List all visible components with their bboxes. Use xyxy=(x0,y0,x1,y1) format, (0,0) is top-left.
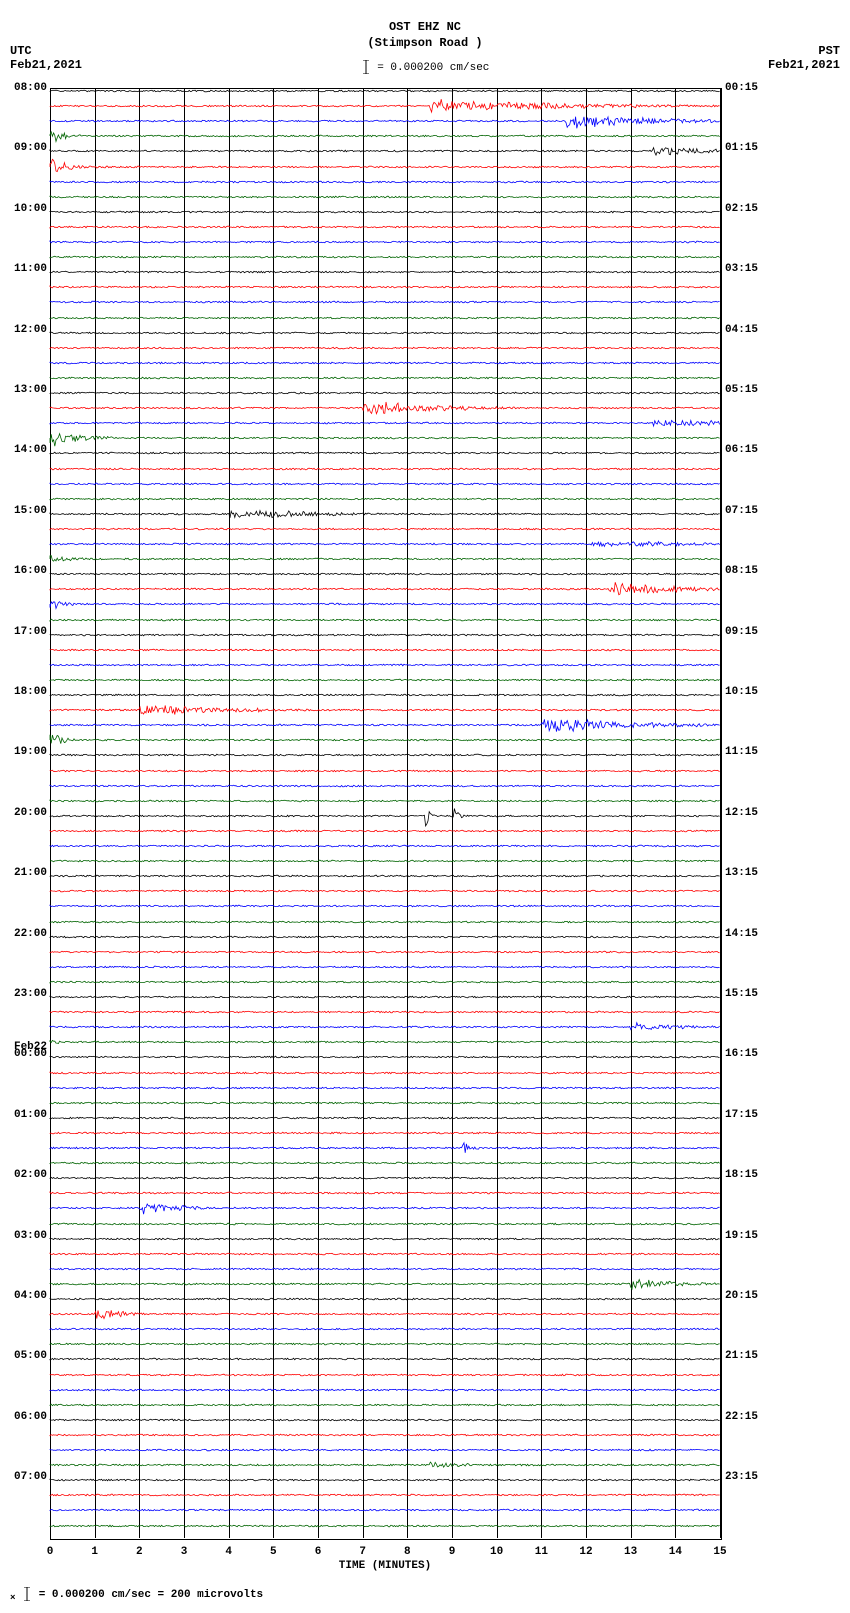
pst-time-label: 13:15 xyxy=(725,867,775,879)
right-timezone: PST xyxy=(818,44,840,58)
utc-time-label: 12:00 xyxy=(2,324,47,336)
footer-text: = 0.000200 cm/sec = 200 microvolts xyxy=(39,1589,263,1601)
pst-time-label: 14:15 xyxy=(725,928,775,940)
utc-time-label: 19:00 xyxy=(2,746,47,758)
x-tick-label: 10 xyxy=(487,1546,507,1558)
pst-time-label: 08:15 xyxy=(725,565,775,577)
x-tick-label: 3 xyxy=(174,1546,194,1558)
utc-time-label: 05:00 xyxy=(2,1350,47,1362)
pst-time-label: 10:15 xyxy=(725,686,775,698)
utc-time-label: 15:00 xyxy=(2,505,47,517)
pst-time-label: 15:15 xyxy=(725,988,775,1000)
utc-time-label: 17:00 xyxy=(2,626,47,638)
x-tick-label: 11 xyxy=(531,1546,551,1558)
x-tick-label: 9 xyxy=(442,1546,462,1558)
pst-time-label: 22:15 xyxy=(725,1411,775,1423)
seismogram-container: OST EHZ NC (Stimpson Road ) = 0.000200 c… xyxy=(0,0,850,1613)
utc-time-label: 14:00 xyxy=(2,444,47,456)
pst-time-label: 02:15 xyxy=(725,203,775,215)
pst-time-label: 18:15 xyxy=(725,1169,775,1181)
pst-time-label: 01:15 xyxy=(725,142,775,154)
x-tick-label: 13 xyxy=(621,1546,641,1558)
right-date: Feb21,2021 xyxy=(768,58,840,72)
pst-time-label: 09:15 xyxy=(725,626,775,638)
pst-time-label: 03:15 xyxy=(725,263,775,275)
x-tick-label: 14 xyxy=(665,1546,685,1558)
x-tick-label: 12 xyxy=(576,1546,596,1558)
station-location: (Stimpson Road ) xyxy=(0,36,850,50)
left-date: Feb21,2021 xyxy=(10,58,82,72)
x-tick-label: 2 xyxy=(129,1546,149,1558)
utc-time-label: 21:00 xyxy=(2,867,47,879)
pst-time-label: 11:15 xyxy=(725,746,775,758)
utc-time-label: 20:00 xyxy=(2,807,47,819)
left-timezone: UTC xyxy=(10,44,32,58)
utc-time-label: 08:00 xyxy=(2,82,47,94)
pst-time-label: 12:15 xyxy=(725,807,775,819)
pst-time-label: 04:15 xyxy=(725,324,775,336)
utc-time-label: 03:00 xyxy=(2,1230,47,1242)
utc-time-label: 04:00 xyxy=(2,1290,47,1302)
utc-time-label: 02:00 xyxy=(2,1169,47,1181)
utc-time-label: 06:00 xyxy=(2,1411,47,1423)
station-id: OST EHZ NC xyxy=(0,20,850,34)
pst-time-label: 21:15 xyxy=(725,1350,775,1362)
pst-time-label: 23:15 xyxy=(725,1471,775,1483)
pst-time-label: 00:15 xyxy=(725,82,775,94)
x-axis-title: TIME (MINUTES) xyxy=(285,1560,485,1572)
utc-time-label: 11:00 xyxy=(2,263,47,275)
utc-time-label: 01:00 xyxy=(2,1109,47,1121)
utc-time-label: 09:00 xyxy=(2,142,47,154)
x-tick-label: 5 xyxy=(263,1546,283,1558)
x-tick-label: 0 xyxy=(40,1546,60,1558)
utc-time-label: 23:00 xyxy=(2,988,47,1000)
x-tick-label: 15 xyxy=(710,1546,730,1558)
utc-time-label: 16:00 xyxy=(2,565,47,577)
x-tick-label: 4 xyxy=(219,1546,239,1558)
x-tick-label: 6 xyxy=(308,1546,328,1558)
x-tick-label: 8 xyxy=(397,1546,417,1558)
pst-time-label: 07:15 xyxy=(725,505,775,517)
footer-scale: × = 0.000200 cm/sec = 200 microvolts xyxy=(10,1587,263,1603)
pst-time-label: 05:15 xyxy=(725,384,775,396)
date-break-label: Feb22 xyxy=(2,1041,47,1053)
helicorder-plot xyxy=(50,88,720,1538)
utc-time-label: 07:00 xyxy=(2,1471,47,1483)
utc-time-label: 22:00 xyxy=(2,928,47,940)
pst-time-label: 17:15 xyxy=(725,1109,775,1121)
pst-time-label: 16:15 xyxy=(725,1048,775,1060)
pst-time-label: 20:15 xyxy=(725,1290,775,1302)
pst-time-label: 19:15 xyxy=(725,1230,775,1242)
pst-time-label: 06:15 xyxy=(725,444,775,456)
x-tick-label: 7 xyxy=(353,1546,373,1558)
utc-time-label: 10:00 xyxy=(2,203,47,215)
seismic-trace xyxy=(50,1506,720,1546)
utc-time-label: 18:00 xyxy=(2,686,47,698)
x-tick-label: 1 xyxy=(85,1546,105,1558)
utc-time-label: 13:00 xyxy=(2,384,47,396)
